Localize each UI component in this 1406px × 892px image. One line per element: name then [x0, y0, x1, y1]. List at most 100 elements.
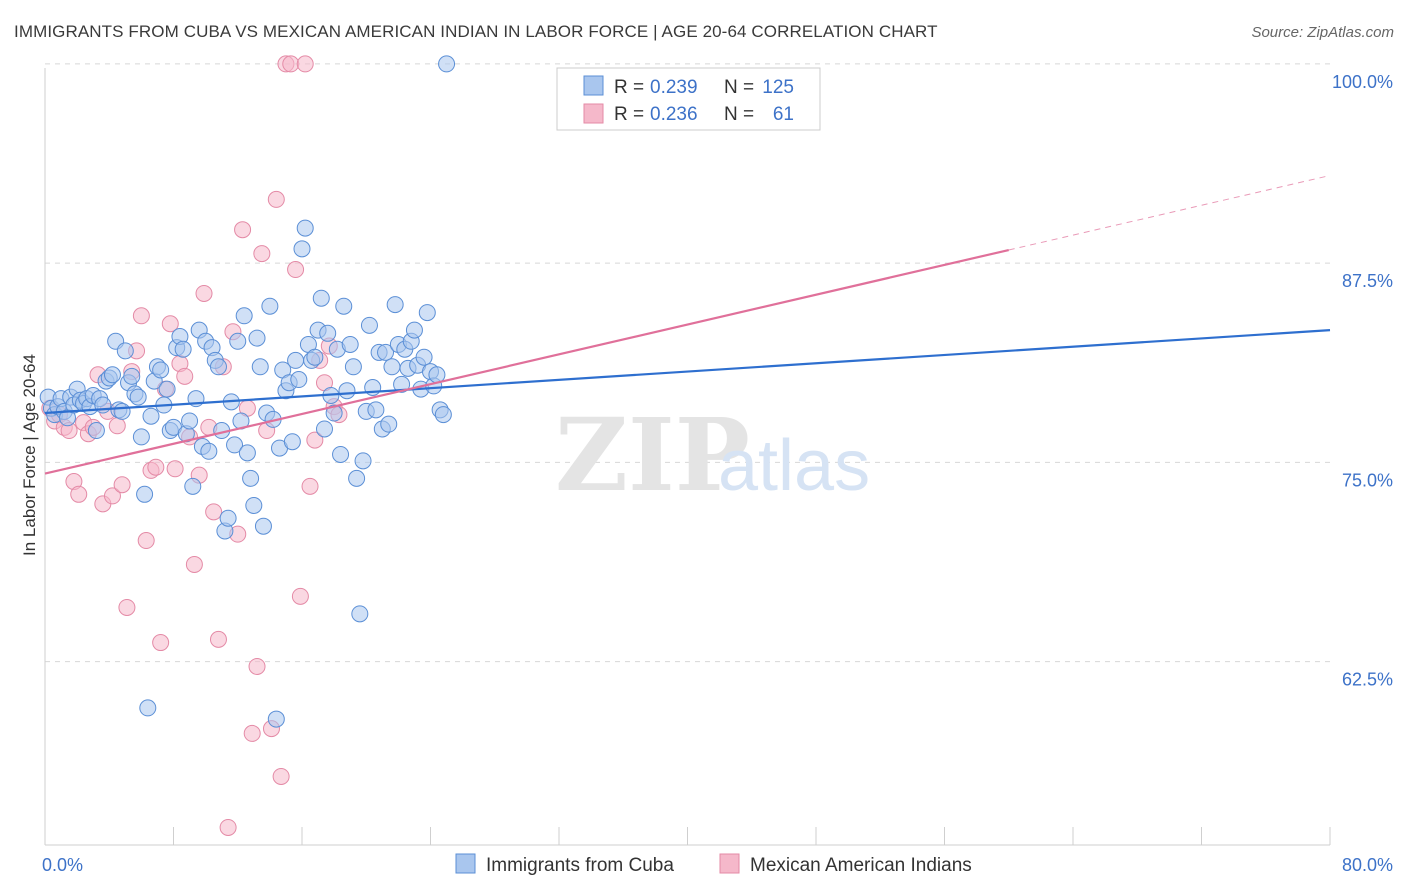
cuba-point-110 [393, 375, 411, 393]
mexican-point-54 [301, 477, 319, 495]
cuba-point-106 [380, 415, 398, 433]
mexican-point-23 [152, 634, 170, 652]
legend-n-label-2: N = [724, 104, 754, 125]
cuba-point-23 [113, 402, 131, 420]
cuba-point-123 [434, 406, 452, 424]
mexican-point-42 [243, 724, 261, 742]
cuba-point-77 [287, 351, 305, 369]
x-tick-labels: 0.0% 80.0% [42, 855, 1393, 875]
cuba-point-58 [226, 436, 244, 454]
cuba-point-76 [283, 433, 301, 451]
cuba-point-26 [123, 367, 141, 385]
series-legend: Immigrants from Cuba Mexican American In… [455, 853, 972, 876]
cuba-point-97 [351, 605, 369, 623]
legend-r-label-1: R = [614, 77, 644, 98]
mexican-point-16 [118, 598, 136, 616]
cuba-point-100 [360, 316, 378, 334]
cuba-point-24 [116, 342, 134, 360]
cuba-point-96 [348, 469, 366, 487]
cuba-point-118 [418, 304, 436, 322]
legend-swatch-mexican [583, 103, 604, 124]
cuba-point-86 [315, 420, 333, 438]
y-tick-label-0: 100.0% [1332, 72, 1393, 92]
mexican-point-43 [248, 657, 266, 675]
cuba-point-59 [229, 332, 247, 350]
x-tick-label-1: 80.0% [1342, 855, 1393, 875]
legend-r-value-1: 0.239 [650, 77, 698, 98]
mexican-point-35 [209, 630, 227, 648]
cuba-point-64 [245, 496, 263, 514]
y-tick-label-3: 62.5% [1342, 670, 1393, 690]
mexican-point-52 [291, 587, 309, 605]
trend-line-mexican [44, 248, 1009, 475]
axes [44, 68, 1331, 846]
mexican-point-44 [253, 245, 271, 263]
cuba-point-92 [335, 297, 353, 315]
mexican-point-13 [103, 487, 121, 505]
legend-n-value-1: 125 [762, 77, 794, 98]
cuba-point-107 [383, 358, 401, 376]
cuba-point-56 [219, 509, 237, 527]
cuba-point-30 [136, 485, 154, 503]
cuba-point-80 [296, 219, 314, 237]
cuba-point-42 [174, 340, 192, 358]
series-cuba-points [39, 55, 456, 728]
mexican-point-55 [306, 431, 324, 449]
y-tick-label-2: 75.0% [1342, 470, 1393, 490]
cuba-point-31 [139, 699, 157, 717]
mexican-point-51 [287, 261, 305, 279]
mexican-point-6 [70, 485, 88, 503]
legend-swatch-cuba [583, 75, 604, 96]
mexican-point-47 [267, 190, 285, 208]
source-credit: Source: ZipAtlas.com [1251, 24, 1394, 41]
mexican-point-48 [272, 767, 290, 785]
cuba-point-29 [132, 428, 150, 446]
bottom-legend-label-mexican: Mexican American Indians [750, 855, 972, 876]
cuba-point-105 [377, 343, 395, 361]
watermark-zip: ZIP [555, 396, 750, 514]
mexican-point-37 [219, 818, 237, 836]
mexican-point-22 [147, 458, 165, 476]
y-tick-label-1: 87.5% [1342, 271, 1393, 291]
cuba-point-71 [267, 710, 285, 728]
cuba-point-108 [386, 296, 404, 314]
trend-lines [44, 175, 1331, 475]
mexican-point-15 [113, 476, 131, 494]
bottom-legend-label-cuba: Immigrants from Cuba [486, 855, 674, 876]
legend-r-value-2: 0.236 [650, 104, 698, 125]
mexican-point-19 [132, 307, 150, 325]
cuba-point-91 [332, 445, 350, 463]
grid-lines [45, 63, 1330, 663]
mexican-point-28 [176, 367, 194, 385]
bottom-legend-swatch-cuba [455, 853, 476, 874]
mexican-point-20 [137, 532, 155, 550]
cuba-point-85 [312, 289, 330, 307]
cuba-point-32 [142, 407, 160, 425]
cuba-point-102 [367, 401, 385, 419]
mexican-point-14 [108, 417, 126, 435]
mexican-point-26 [166, 460, 184, 478]
y-tick-labels: 100.0% 87.5% 75.0% 62.5% [1332, 72, 1393, 690]
bottom-legend-swatch-mexican [719, 853, 740, 874]
cuba-point-69 [261, 297, 279, 315]
cuba-point-87 [319, 324, 337, 342]
cuba-point-28 [129, 388, 147, 406]
cuba-point-124 [438, 55, 456, 73]
legend-n-value-2: 61 [773, 104, 794, 125]
mexican-point-40 [234, 221, 252, 239]
cuba-point-93 [338, 382, 356, 400]
cuba-point-62 [238, 444, 256, 462]
cuba-point-37 [158, 380, 176, 398]
cuba-point-117 [415, 348, 433, 366]
cuba-point-67 [254, 517, 272, 535]
cuba-point-114 [405, 321, 423, 339]
cuba-point-53 [209, 358, 227, 376]
mexican-point-34 [205, 503, 223, 521]
legend-n-label-1: N = [724, 77, 754, 98]
mexican-point-53 [296, 55, 314, 73]
legend-r-label-2: R = [614, 104, 644, 125]
cuba-point-66 [251, 358, 269, 376]
cuba-point-89 [325, 404, 343, 422]
mexican-point-25 [161, 315, 179, 333]
cuba-point-98 [354, 452, 372, 470]
